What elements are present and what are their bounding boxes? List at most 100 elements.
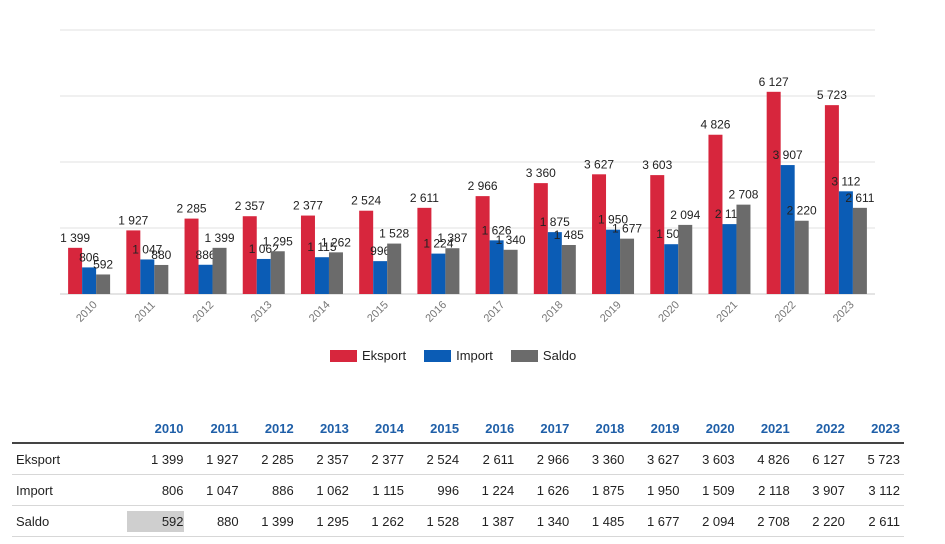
x-tick-label: 2012: [191, 299, 217, 325]
bar-label-import: 1 875: [540, 215, 570, 229]
bar-label-saldo: 1 387: [437, 231, 467, 245]
bar-label-saldo: 1 677: [612, 222, 642, 236]
table-header-year: 2010: [96, 414, 188, 444]
table-cell: 2 708: [738, 505, 794, 537]
bar-eksport: [184, 218, 199, 294]
bar-eksport: [592, 174, 607, 294]
table-header-year: 2011: [187, 414, 243, 444]
bar-label-saldo: 592: [93, 257, 113, 271]
table-cell: 886: [242, 474, 298, 506]
bar-label-eksport: 4 826: [700, 118, 730, 132]
legend-swatch-saldo: [510, 349, 538, 362]
bar-label-eksport: 3 360: [526, 166, 556, 180]
table-row-label: Import: [12, 474, 96, 506]
chart-legend: Eksport Import Saldo: [330, 348, 576, 363]
table-cell: 3 627: [628, 443, 684, 475]
bar-import: [82, 267, 97, 294]
bar-label-import: 1 047: [132, 242, 162, 256]
table-header-year: 2012: [242, 414, 298, 444]
bar-label-eksport: 3 603: [642, 158, 672, 172]
bar-label-eksport: 2 524: [351, 194, 381, 208]
bar-saldo: [154, 264, 169, 294]
bar-label-eksport: 2 357: [235, 199, 265, 213]
bar-label-eksport: 2 285: [177, 202, 207, 216]
bar-label-saldo: 1 262: [321, 235, 351, 249]
table-header-year: 2015: [407, 414, 464, 444]
legend-swatch-eksport: [330, 349, 357, 362]
table-cell: 1 062: [297, 474, 353, 506]
table-cell: 2 094: [683, 505, 739, 537]
bar-label-saldo: 1 295: [263, 234, 293, 248]
bar-label-saldo: 2 094: [670, 208, 700, 222]
table-row-label: Eksport: [12, 443, 96, 475]
bar-eksport: [126, 230, 141, 294]
table-cell: 880: [187, 505, 243, 537]
bar-label-import: 886: [196, 248, 216, 262]
table-cell: 2 377: [352, 443, 408, 475]
table-cell: 6 127: [793, 443, 849, 475]
bar-label-eksport: 6 127: [759, 75, 789, 89]
bar-eksport: [533, 183, 548, 294]
table-cell: 1 387: [463, 505, 519, 537]
bar-label-eksport: 2 611: [410, 191, 439, 205]
bar-label-saldo: 2 611: [845, 191, 874, 205]
table-cell-highlighted: 592: [96, 505, 188, 537]
bar-saldo: [678, 224, 693, 294]
table-cell: 2 220: [793, 505, 849, 537]
bar-saldo: [387, 243, 402, 294]
legend-item-eksport: Eksport: [330, 348, 406, 363]
table-cell: 1 677: [628, 505, 684, 537]
bar-import: [606, 229, 621, 294]
x-tick-label: 2019: [598, 299, 624, 325]
table-corner: [12, 414, 96, 444]
table-header-year: 2018: [573, 414, 629, 444]
table-row-import: Import 806 1 047 886 1 062 1 115 996 1 2…: [12, 474, 904, 506]
table-row-saldo: Saldo 592 880 1 399 1 295 1 262 1 528 1 …: [12, 505, 904, 537]
bar-label-import: 996: [370, 244, 390, 258]
data-table: 2010 2011 2012 2013 2014 2015 2016 2017 …: [12, 414, 904, 537]
bar-label-eksport: 1 399: [60, 231, 90, 245]
table-header-year: 2022: [793, 414, 849, 444]
bar-label-import: 806: [79, 250, 99, 264]
table-cell: 1 262: [352, 505, 408, 537]
x-tick-label: 2014: [307, 299, 333, 325]
bar-import: [373, 261, 388, 294]
x-tick-label: 2022: [773, 299, 799, 325]
legend-label-eksport: Eksport: [362, 348, 407, 363]
bar-saldo: [212, 247, 227, 294]
bar-label-saldo: 880: [151, 248, 171, 262]
legend-item-saldo: Saldo: [510, 348, 576, 363]
table-cell: 1 626: [518, 474, 574, 506]
bar-eksport: [359, 210, 374, 294]
x-tick-label: 2010: [74, 299, 100, 325]
table-header-year: 2017: [518, 414, 574, 444]
table-cell: 1 927: [187, 443, 243, 475]
x-tick-label: 2017: [482, 299, 508, 325]
x-tick-label: 2011: [133, 299, 158, 324]
table-cell: 2 966: [518, 443, 574, 475]
x-tick-label: 2023: [831, 299, 857, 325]
table-header-year: 2016: [463, 414, 519, 444]
table-header-year: 2021: [738, 414, 794, 444]
bar-label-eksport: 5 723: [817, 88, 847, 102]
bar-label-saldo: 1 485: [554, 228, 584, 242]
legend-label-import: Import: [456, 348, 493, 363]
bar-eksport: [300, 215, 315, 294]
table-cell: 3 907: [793, 474, 849, 506]
bar-eksport: [650, 175, 665, 294]
table-header-row: 2010 2011 2012 2013 2014 2015 2016 2017 …: [12, 414, 904, 444]
bar-import: [489, 240, 504, 294]
bar-label-saldo: 1 528: [379, 227, 409, 241]
bar-import: [547, 232, 562, 294]
table-cell: 2 611: [463, 443, 519, 475]
bar-label-import: 1 224: [423, 237, 453, 251]
bar-eksport: [242, 216, 257, 294]
table-cell: 2 118: [738, 474, 794, 506]
bar-label-saldo: 1 340: [496, 233, 526, 247]
bar-saldo: [620, 238, 635, 294]
bar-label-eksport: 3 627: [584, 157, 614, 171]
bar-saldo: [561, 244, 576, 294]
table-cell: 2 285: [242, 443, 298, 475]
bar-label-import: 1 950: [598, 213, 628, 227]
bar-saldo: [503, 249, 518, 294]
